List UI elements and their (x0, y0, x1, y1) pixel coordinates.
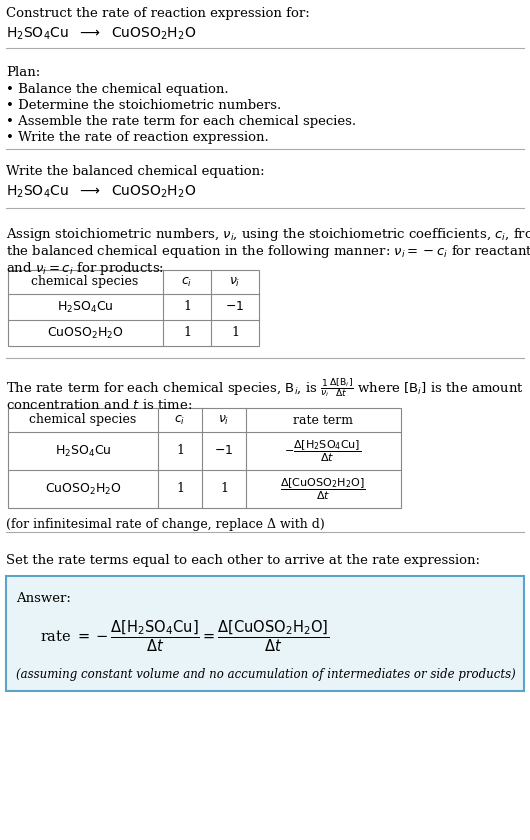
Text: $-1$: $-1$ (215, 444, 234, 458)
Text: Set the rate terms equal to each other to arrive at the rate expression:: Set the rate terms equal to each other t… (6, 554, 480, 567)
Text: 1: 1 (220, 482, 228, 496)
Text: $c_i$: $c_i$ (181, 276, 192, 289)
Text: • Balance the chemical equation.: • Balance the chemical equation. (6, 83, 228, 96)
Text: $\mathrm{CuOSO_2H_2O}$: $\mathrm{CuOSO_2H_2O}$ (47, 325, 123, 340)
Text: rate $= -\dfrac{\Delta[\mathrm{H_2SO_4Cu}]}{\Delta t} = \dfrac{\Delta[\mathrm{Cu: rate $= -\dfrac{\Delta[\mathrm{H_2SO_4Cu… (40, 618, 330, 654)
Text: $-1$: $-1$ (225, 301, 245, 313)
Text: • Write the rate of reaction expression.: • Write the rate of reaction expression. (6, 131, 269, 144)
Text: Plan:: Plan: (6, 66, 40, 79)
Text: 1: 1 (183, 327, 191, 339)
Text: (for infinitesimal rate of change, replace Δ with d): (for infinitesimal rate of change, repla… (6, 518, 325, 531)
Text: 1: 1 (176, 482, 184, 496)
Text: $\mathrm{H_2SO_4Cu}$: $\mathrm{H_2SO_4Cu}$ (55, 444, 111, 459)
Text: concentration and $t$ is time:: concentration and $t$ is time: (6, 398, 192, 412)
Text: $\mathrm{H_2SO_4Cu}$  $\longrightarrow$  $\mathrm{CuOSO_2H_2O}$: $\mathrm{H_2SO_4Cu}$ $\longrightarrow$ $… (6, 26, 196, 42)
Text: chemical species: chemical species (29, 413, 137, 427)
Text: rate term: rate term (293, 413, 353, 427)
Bar (8, 408, 401, 508)
Text: • Determine the stoichiometric numbers.: • Determine the stoichiometric numbers. (6, 99, 281, 112)
Text: The rate term for each chemical species, $\mathrm{B}_i$, is $\frac{1}{\nu_i}\fra: The rate term for each chemical species,… (6, 376, 524, 399)
Text: $\mathrm{H_2SO_4Cu}$: $\mathrm{H_2SO_4Cu}$ (57, 299, 113, 314)
Text: $\mathrm{H_2SO_4Cu}$  $\longrightarrow$  $\mathrm{CuOSO_2H_2O}$: $\mathrm{H_2SO_4Cu}$ $\longrightarrow$ $… (6, 184, 196, 201)
Text: (assuming constant volume and no accumulation of intermediates or side products): (assuming constant volume and no accumul… (16, 668, 516, 681)
Text: $\nu_i$: $\nu_i$ (218, 413, 229, 427)
Text: Answer:: Answer: (16, 592, 71, 605)
Text: 1: 1 (183, 301, 191, 313)
Text: Construct the rate of reaction expression for:: Construct the rate of reaction expressio… (6, 7, 310, 20)
Text: Write the balanced chemical equation:: Write the balanced chemical equation: (6, 165, 264, 178)
Text: and $\nu_i = c_i$ for products:: and $\nu_i = c_i$ for products: (6, 260, 164, 277)
Text: $-\dfrac{\Delta[\mathrm{H_2SO_4Cu}]}{\Delta t}$: $-\dfrac{\Delta[\mathrm{H_2SO_4Cu}]}{\De… (284, 438, 361, 464)
Text: the balanced chemical equation in the following manner: $\nu_i = -c_i$ for react: the balanced chemical equation in the fo… (6, 243, 530, 260)
Bar (8, 270, 259, 346)
Text: Assign stoichiometric numbers, $\nu_i$, using the stoichiometric coefficients, $: Assign stoichiometric numbers, $\nu_i$, … (6, 226, 530, 243)
Text: • Assemble the rate term for each chemical species.: • Assemble the rate term for each chemic… (6, 115, 356, 128)
Text: $\dfrac{\Delta[\mathrm{CuOSO_2H_2O}]}{\Delta t}$: $\dfrac{\Delta[\mathrm{CuOSO_2H_2O}]}{\D… (280, 476, 366, 501)
FancyBboxPatch shape (6, 576, 524, 691)
Text: chemical species: chemical species (31, 276, 139, 288)
Text: 1: 1 (231, 327, 239, 339)
Text: $\nu_i$: $\nu_i$ (229, 276, 241, 289)
Text: $c_i$: $c_i$ (174, 413, 186, 427)
Text: $\mathrm{CuOSO_2H_2O}$: $\mathrm{CuOSO_2H_2O}$ (45, 481, 121, 496)
Text: 1: 1 (176, 444, 184, 458)
